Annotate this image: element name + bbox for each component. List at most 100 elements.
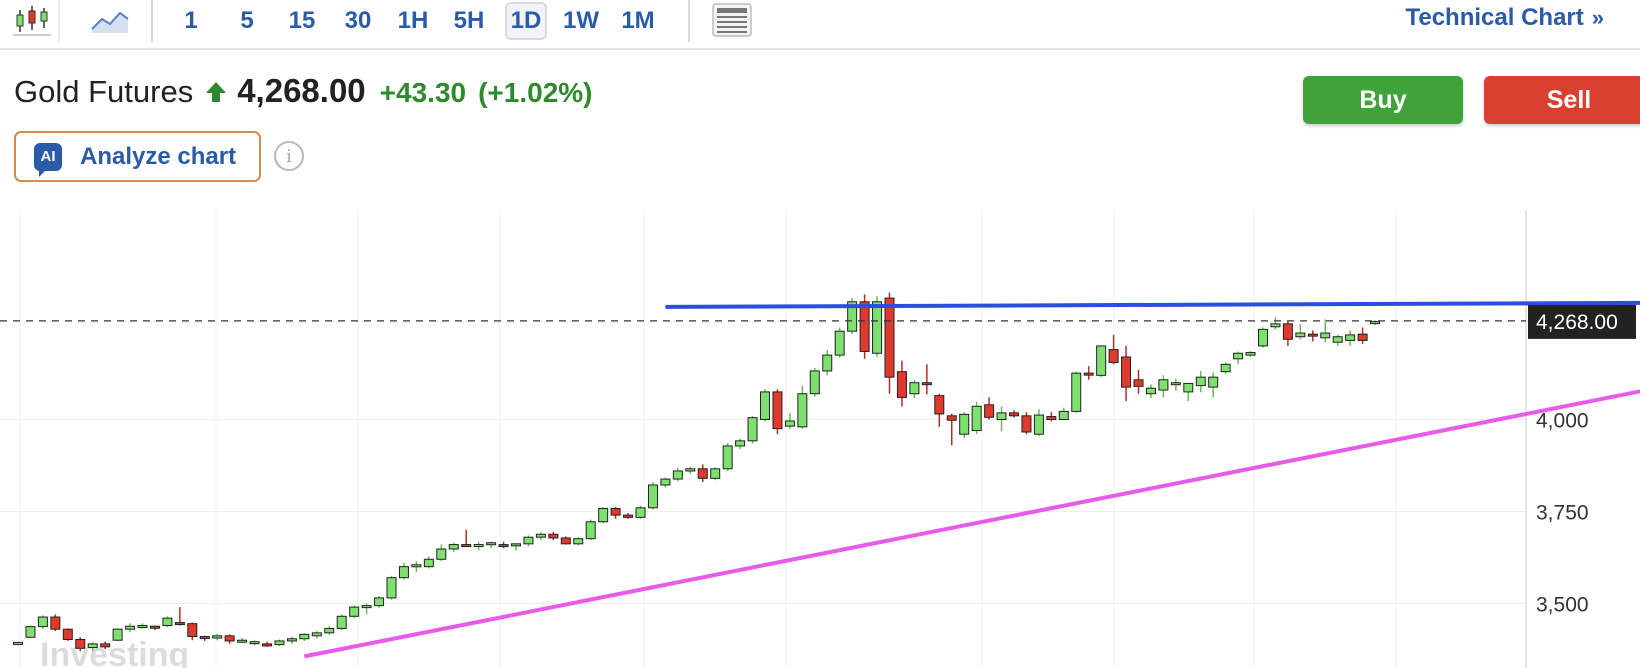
candle-body (262, 643, 272, 647)
candle (1270, 317, 1281, 330)
candle (535, 532, 546, 541)
candle-body (349, 606, 360, 617)
candle-body (37, 616, 48, 628)
analyze-chart-button[interactable]: AI Analyze chart (14, 131, 261, 182)
candle (187, 622, 198, 641)
candle-body (486, 542, 497, 546)
interval-1w[interactable]: 1W (563, 7, 599, 34)
candle-body (1021, 415, 1032, 433)
candle-body (996, 412, 1007, 420)
candle (959, 412, 970, 438)
candle-body (112, 628, 123, 641)
candle-body (834, 330, 845, 356)
candle-body (237, 639, 248, 643)
candle (436, 544, 447, 562)
quote-header: Gold Futures 4,268.00 +43.30 (+1.02%) (14, 72, 593, 116)
interval-1d[interactable]: 1D (505, 2, 547, 40)
candle-body (299, 633, 310, 640)
layout-icon[interactable] (710, 0, 754, 40)
interval-1m[interactable]: 1M (621, 7, 655, 34)
candle (971, 401, 982, 435)
candle-body (199, 636, 210, 640)
candle-body (1083, 372, 1094, 376)
candle (921, 364, 932, 395)
candle (62, 628, 73, 641)
candle-body (548, 533, 559, 539)
candle (249, 640, 260, 646)
y-tick-label: 3,750 (1536, 501, 1589, 524)
candle (13, 641, 23, 646)
candle (697, 464, 708, 483)
candle-body (398, 566, 409, 579)
interval-1h[interactable]: 1H (397, 7, 429, 34)
candle (336, 614, 347, 630)
candle (511, 543, 521, 551)
analyze-chart-label: Analyze chart (80, 142, 237, 170)
candle (884, 292, 895, 394)
candles (13, 292, 1381, 652)
candle (461, 529, 472, 548)
candle (311, 631, 322, 639)
candle-body (959, 413, 970, 435)
candle-body (336, 615, 347, 629)
candle (610, 507, 621, 519)
chart-toolbar: 1 5 15 30 1H 5H 1D 1W 1M Technical Chart… (0, 0, 1640, 50)
candle (162, 616, 173, 628)
candlestick-icon[interactable] (10, 0, 54, 40)
interval-30[interactable]: 30 (344, 7, 372, 34)
candle-body (1121, 356, 1132, 388)
candle (411, 561, 422, 573)
interval-15[interactable]: 15 (288, 7, 316, 34)
candle-body (87, 643, 98, 649)
interval-5h[interactable]: 5H (453, 7, 485, 34)
chart-grid (0, 210, 1527, 668)
candle (809, 367, 820, 397)
candle-body (1183, 382, 1194, 393)
candle (1046, 412, 1057, 422)
candle (1096, 345, 1107, 378)
candle-body (884, 297, 895, 378)
current-price-tag-label: 4,268.00 (1536, 311, 1618, 334)
candle (1083, 366, 1094, 380)
buy-button[interactable]: Buy (1303, 76, 1463, 124)
candle (623, 512, 634, 519)
interval-5[interactable]: 5 (240, 7, 254, 34)
sell-button[interactable]: Sell (1484, 76, 1640, 124)
candle (1320, 319, 1331, 343)
candle-body (1258, 328, 1268, 347)
candle (286, 636, 297, 644)
candle (735, 438, 746, 449)
candle-body (523, 536, 534, 545)
candle-body (286, 638, 297, 642)
candle (174, 607, 185, 626)
y-tick-label: 3,500 (1536, 593, 1589, 616)
candle-body (423, 558, 434, 568)
candle (946, 413, 957, 446)
support-trendline (303, 389, 1640, 659)
candle-body (274, 640, 285, 646)
candle (822, 350, 833, 376)
trendlines[interactable] (0, 300, 1640, 659)
candle-body (635, 507, 646, 518)
chart-canvas[interactable]: Investing 4,000 3,750 3,500 4,268.00 (0, 210, 1640, 668)
candle-body (1357, 333, 1368, 341)
interval-1[interactable]: 1 (184, 7, 198, 34)
technical-chart-link[interactable]: Technical Chart » (1405, 4, 1604, 32)
candle (1345, 330, 1356, 346)
candle-body (909, 382, 920, 395)
candle-body (75, 638, 86, 649)
candle-body (411, 564, 422, 568)
technical-chart-label: Technical Chart (1405, 4, 1584, 31)
candle-body (809, 370, 820, 395)
candle-body (1295, 332, 1306, 338)
price-chart[interactable]: Investing 4,000 3,750 3,500 4,268.00 (0, 210, 1640, 668)
candle (1245, 351, 1256, 357)
candle-body (535, 533, 546, 538)
candle (324, 626, 335, 635)
candle-body (50, 616, 61, 630)
info-icon[interactable]: i (274, 141, 304, 171)
y-axis: 4,000 3,750 3,500 4,268.00 (1528, 304, 1636, 616)
area-chart-icon[interactable] (86, 0, 134, 40)
candle (1058, 407, 1069, 421)
candle (1307, 330, 1318, 342)
